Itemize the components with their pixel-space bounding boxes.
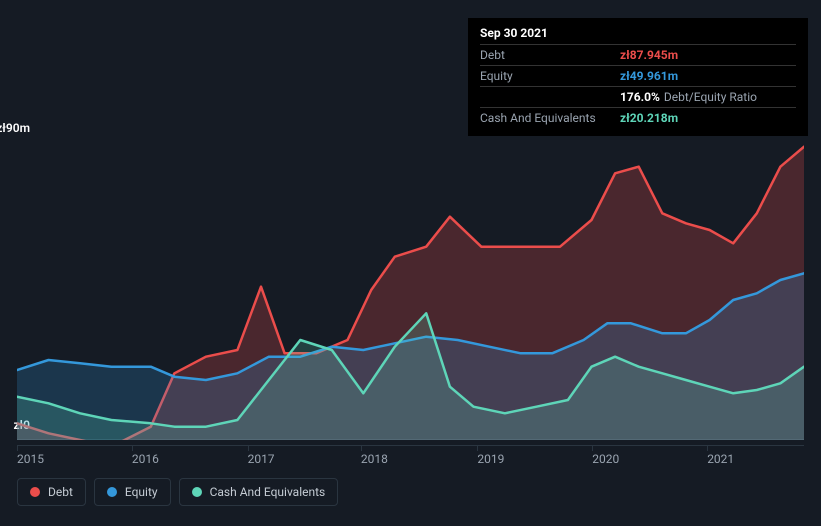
tooltip-row-cash: Cash And Equivalents zł20.218m	[480, 107, 796, 128]
legend-label: Cash And Equivalents	[210, 485, 326, 499]
x-axis-label: 2018	[361, 452, 388, 466]
legend-label: Debt	[48, 485, 73, 499]
tooltip-ratio-value: 176.0%	[620, 90, 660, 104]
tooltip-date: Sep 30 2021	[480, 26, 796, 44]
legend: Debt Equity Cash And Equivalents	[17, 478, 338, 506]
legend-dot-icon	[192, 487, 202, 497]
legend-dot-icon	[30, 487, 40, 497]
x-axis-label: 2020	[592, 452, 619, 466]
tooltip-ratio-label: Debt/Equity Ratio	[664, 90, 757, 104]
tooltip-value: zł87.945m	[620, 48, 678, 62]
x-axis-label: 2021	[707, 452, 734, 466]
tooltip-label: Debt	[480, 48, 620, 62]
legend-dot-icon	[107, 487, 117, 497]
tooltip-ratio: 176.0% Debt/Equity Ratio	[620, 90, 757, 104]
chart-plot	[17, 140, 804, 440]
x-axis-label: 2017	[248, 452, 275, 466]
y-axis-label-top: zł90m	[0, 121, 30, 135]
x-axis: 2015 2016 2017 2018 2019 2020 2021	[17, 445, 804, 465]
tooltip-value: zł20.218m	[620, 111, 678, 125]
tooltip-label	[480, 90, 620, 104]
tooltip-row-equity: Equity zł49.961m	[480, 65, 796, 86]
x-axis-label: 2015	[17, 452, 44, 466]
tooltip-label: Cash And Equivalents	[480, 111, 620, 125]
x-axis-label: 2016	[132, 452, 159, 466]
x-axis-label: 2019	[477, 452, 504, 466]
legend-item-cash-and-equivalents[interactable]: Cash And Equivalents	[179, 478, 339, 506]
tooltip-row-ratio: 176.0% Debt/Equity Ratio	[480, 86, 796, 107]
tooltip-value: zł49.961m	[620, 69, 678, 83]
legend-label: Equity	[125, 485, 158, 499]
tooltip-label: Equity	[480, 69, 620, 83]
tooltip-row-debt: Debt zł87.945m	[480, 44, 796, 65]
chart-svg	[17, 140, 804, 440]
tooltip: Sep 30 2021 Debt zł87.945m Equity zł49.9…	[468, 18, 808, 136]
legend-item-debt[interactable]: Debt	[17, 478, 86, 506]
legend-item-equity[interactable]: Equity	[94, 478, 171, 506]
